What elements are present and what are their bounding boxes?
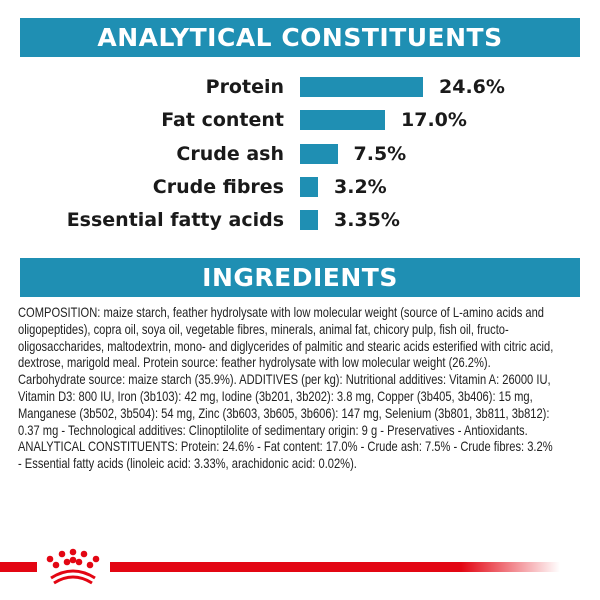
- ingredients-text: COMPOSITION: maize starch, feather hydro…: [18, 305, 554, 472]
- ingredients-header: INGREDIENTS: [20, 258, 580, 297]
- category-label: Fat content: [161, 109, 284, 132]
- royal-canin-crown-logo: [46, 548, 100, 585]
- value-label: 3.2%: [334, 175, 387, 198]
- bar: [300, 210, 318, 231]
- chart-row: Crude ash 7.5%: [0, 142, 600, 166]
- chart-row: Fat content 17.0%: [0, 109, 600, 132]
- analytical-constituents-chart: Protein 24.6% Fat content 17.0% Crude ash 7.5…: [0, 70, 600, 250]
- chart-row: Crude fibres 3.2%: [0, 175, 600, 199]
- analytical-constituents-header: ANALYTICAL CONSTITUENTS: [20, 18, 580, 57]
- category-label: Protein: [205, 76, 284, 98]
- bar: [300, 77, 423, 97]
- brand-red-line-right: [110, 562, 560, 572]
- category-label: Crude ash: [176, 142, 284, 165]
- bar: [300, 110, 385, 131]
- value-label: 17.0%: [401, 109, 467, 132]
- category-label: Essential fatty acids: [66, 209, 284, 232]
- bar: [300, 176, 318, 197]
- category-label: Crude fibres: [152, 175, 284, 198]
- value-label: 7.5%: [353, 142, 407, 165]
- value-label: 24.6%: [439, 76, 505, 98]
- bar: [300, 143, 338, 164]
- chart-row: Essential fatty acids 3.35%: [0, 209, 600, 232]
- chart-row: Protein 24.6%: [0, 76, 600, 99]
- value-label: 3.35%: [334, 209, 400, 232]
- brand-red-line-left: [0, 562, 37, 572]
